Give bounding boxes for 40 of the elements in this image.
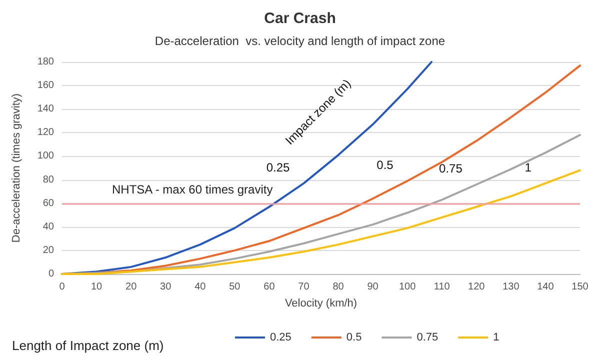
text: 0.25 bbox=[266, 160, 290, 174]
y-tick-label: 0 bbox=[48, 268, 54, 280]
text: 0.75 bbox=[439, 161, 462, 176]
chart-subtitle: De-acceleration vs. velocity and length of impact zone bbox=[154, 34, 446, 48]
y-tick-label: 60 bbox=[42, 198, 54, 209]
y-tick-label: 140 bbox=[37, 104, 54, 115]
legend-label: 0.25 bbox=[270, 332, 292, 344]
x-tick-label: 0 bbox=[59, 282, 66, 292]
x-tick-label: 10 bbox=[90, 282, 103, 292]
x-tick-label: 50 bbox=[229, 282, 241, 292]
chart-title: Car Crash bbox=[264, 10, 336, 27]
x-tick-label: 130 bbox=[502, 282, 520, 292]
legend-label: 0.5 bbox=[346, 332, 362, 344]
y-tick-label: 20 bbox=[42, 244, 54, 256]
y-tick-label: 180 bbox=[37, 56, 54, 68]
x-tick-label: 30 bbox=[160, 282, 172, 292]
ref-line-label: NHTSA - max 60 times gravity bbox=[112, 182, 273, 196]
text: 1 bbox=[524, 160, 532, 174]
x-tick-label: 110 bbox=[434, 282, 450, 292]
x-tick-label: 40 bbox=[194, 282, 206, 292]
y-axis-title: De-acceleration (times gravity) bbox=[10, 93, 22, 243]
x-tick-label: 120 bbox=[468, 282, 486, 292]
x-tick-label: 90 bbox=[367, 282, 379, 292]
x-tick-label: 140 bbox=[537, 282, 554, 292]
text: 0.5 bbox=[376, 158, 394, 172]
x-tick-label: 80 bbox=[332, 282, 344, 292]
legend-label: 0.75 bbox=[416, 332, 438, 344]
y-tick-label: 160 bbox=[37, 80, 54, 92]
y-tick-label: 40 bbox=[42, 221, 54, 232]
legend-title: Length of Impact zone (m) bbox=[12, 338, 164, 353]
x-tick-label: 20 bbox=[126, 282, 138, 292]
legend-label: 1 bbox=[493, 332, 500, 344]
y-tick-label: 80 bbox=[42, 174, 54, 186]
x-tick-label: 100 bbox=[398, 282, 416, 292]
y-tick-label: 100 bbox=[37, 150, 54, 162]
y-tick-label: 120 bbox=[37, 127, 54, 138]
x-tick-label: 150 bbox=[572, 282, 589, 292]
x-axis-title: Velocity (km/h) bbox=[284, 298, 358, 310]
x-tick-label: 60 bbox=[264, 282, 276, 292]
x-tick-label: 70 bbox=[298, 282, 310, 292]
